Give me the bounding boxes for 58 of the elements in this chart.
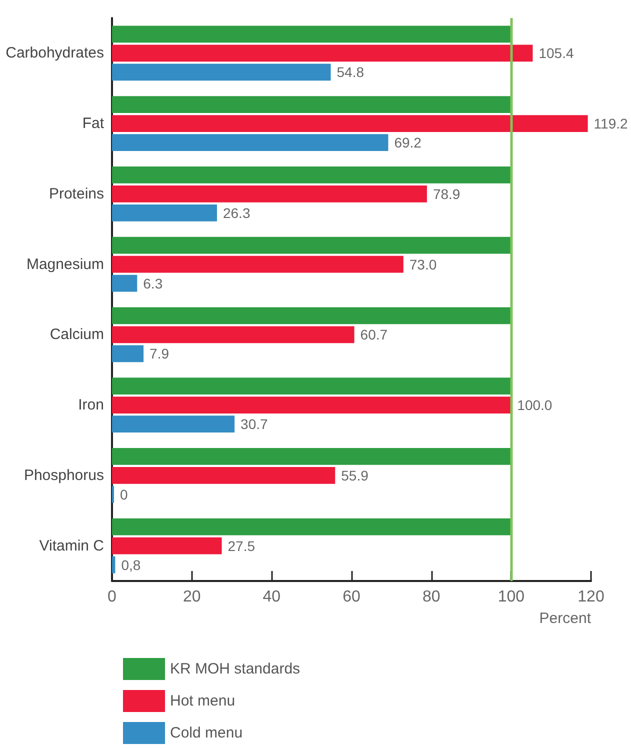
data-label: 26.3 [222, 204, 250, 221]
data-label: 100.0 [517, 397, 552, 414]
bar [112, 396, 512, 414]
legend-label: KR MOH standards [170, 660, 300, 678]
y-tick-label: Iron [78, 396, 104, 414]
y-tick-label: Fat [82, 115, 105, 132]
y-tick-label: Phosphorus [24, 466, 104, 484]
legend-label: Cold menu [170, 724, 243, 742]
bar [112, 448, 512, 465]
data-label: 30.7 [240, 416, 268, 432]
x-tick-label: 100 [498, 588, 525, 606]
bar [112, 64, 331, 81]
x-tick-label: 80 [422, 588, 440, 606]
data-label: 6.3 [143, 275, 163, 292]
bar [112, 204, 217, 222]
legend-label: Hot menu [170, 692, 236, 710]
bar [112, 274, 138, 292]
x-tick-label: 120 [578, 588, 604, 606]
data-label: 27.5 [228, 538, 256, 554]
bar [112, 96, 512, 114]
bar [112, 556, 116, 574]
y-tick-label: Magnesium [26, 256, 104, 273]
bar [112, 307, 512, 324]
data-label: 119.2 [594, 116, 628, 132]
data-label: 0 [120, 486, 128, 502]
bar [112, 518, 512, 536]
bar [112, 256, 404, 273]
bar [112, 26, 512, 43]
data-label: 73.0 [409, 256, 437, 272]
bar [112, 466, 336, 484]
y-tick-label: Carbohydrates [6, 44, 104, 62]
x-tick-label: 40 [262, 588, 281, 606]
data-label: 69.2 [394, 134, 422, 151]
x-tick-label: 0 [108, 588, 117, 606]
bar [112, 236, 512, 254]
data-label: 7.9 [150, 346, 170, 362]
bar [112, 345, 144, 362]
y-tick-label: Calcium [50, 326, 104, 344]
bar [112, 326, 354, 344]
data-label: 54.8 [336, 64, 364, 80]
data-label: 60.7 [360, 326, 388, 343]
bar [112, 44, 533, 62]
data-label: 78.9 [432, 186, 460, 202]
y-tick-label: Vitamin C [39, 537, 104, 554]
data-label: 0,8 [121, 556, 141, 573]
x-tick-label: 20 [182, 588, 201, 606]
x-tick-label: 60 [342, 588, 360, 606]
bar [112, 378, 512, 395]
y-tick-label: Proteins [48, 185, 104, 202]
bar [112, 537, 222, 554]
bar [112, 185, 427, 202]
data-label: 55.9 [341, 467, 369, 484]
bar [112, 134, 388, 152]
bar [112, 166, 512, 184]
bar [112, 416, 235, 433]
x-axis-title: Percent [539, 610, 592, 627]
data-label: 105.4 [538, 45, 574, 62]
bar [112, 115, 588, 132]
